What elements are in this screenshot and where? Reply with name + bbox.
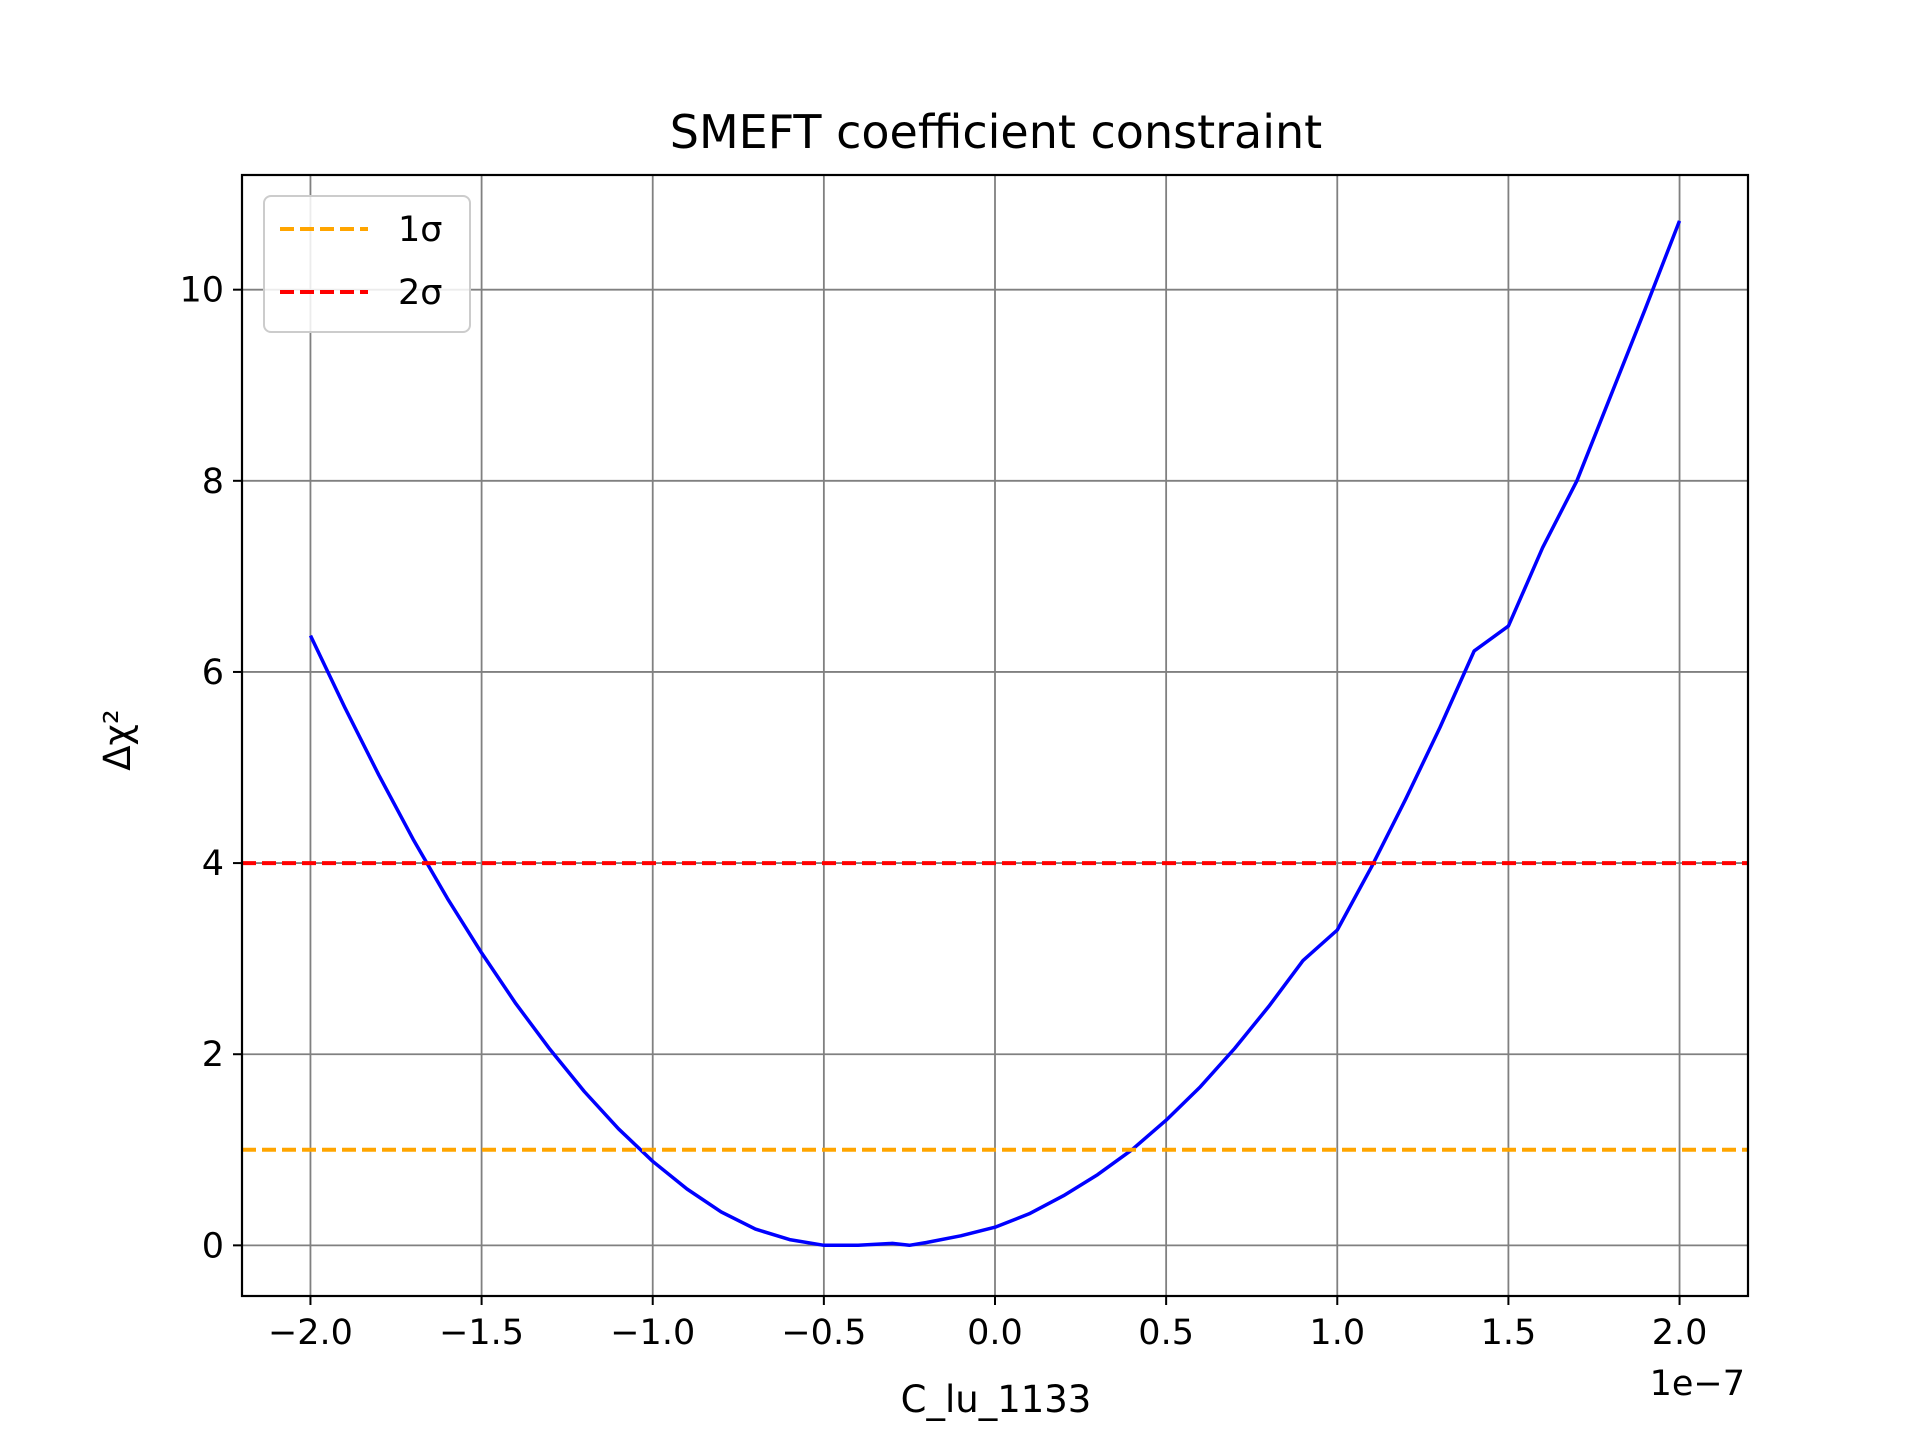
- y-tick-label: 8: [202, 462, 224, 502]
- y-tick-label: 10: [179, 271, 224, 311]
- legend: 1σ 2σ: [263, 195, 471, 333]
- grid: [242, 175, 1748, 1296]
- y-tick-label: 2: [202, 1035, 224, 1075]
- plot-area: [242, 220, 1748, 1248]
- x-tick-label: −2.0: [268, 1313, 353, 1353]
- y-axis-ticks: 0 2 4 6 8 10: [179, 271, 242, 1266]
- x-axis-label: C_lu_1133: [901, 1378, 1092, 1421]
- y-axis-label: Δχ²: [96, 709, 139, 771]
- x-tick-label: 0.5: [1138, 1313, 1194, 1353]
- x-tick-label: −0.5: [781, 1313, 866, 1353]
- y-tick-label: 4: [202, 844, 224, 884]
- delta-chi2-curve: [308, 220, 1682, 1248]
- x-tick-label: −1.0: [610, 1313, 695, 1353]
- legend-label-2sigma: 2σ: [398, 273, 442, 313]
- x-tick-label: 1.5: [1481, 1313, 1537, 1353]
- legend-box: [263, 195, 471, 333]
- legend-label-1sigma: 1σ: [398, 210, 442, 250]
- x-offset-label: 1e−7: [1650, 1364, 1745, 1404]
- x-tick-label: 1.0: [1309, 1313, 1365, 1353]
- x-tick-label: 2.0: [1652, 1313, 1708, 1353]
- x-tick-label: −1.5: [439, 1313, 524, 1353]
- y-tick-label: 6: [202, 653, 224, 693]
- chart-title: SMEFT coefficient constraint: [670, 105, 1322, 159]
- x-tick-label: 0.0: [967, 1313, 1023, 1353]
- y-tick-label: 0: [202, 1226, 224, 1266]
- x-axis-ticks: −2.0 −1.5 −1.0 −0.5 0.0 0.5 1.0 1.5 2.0: [268, 1296, 1707, 1353]
